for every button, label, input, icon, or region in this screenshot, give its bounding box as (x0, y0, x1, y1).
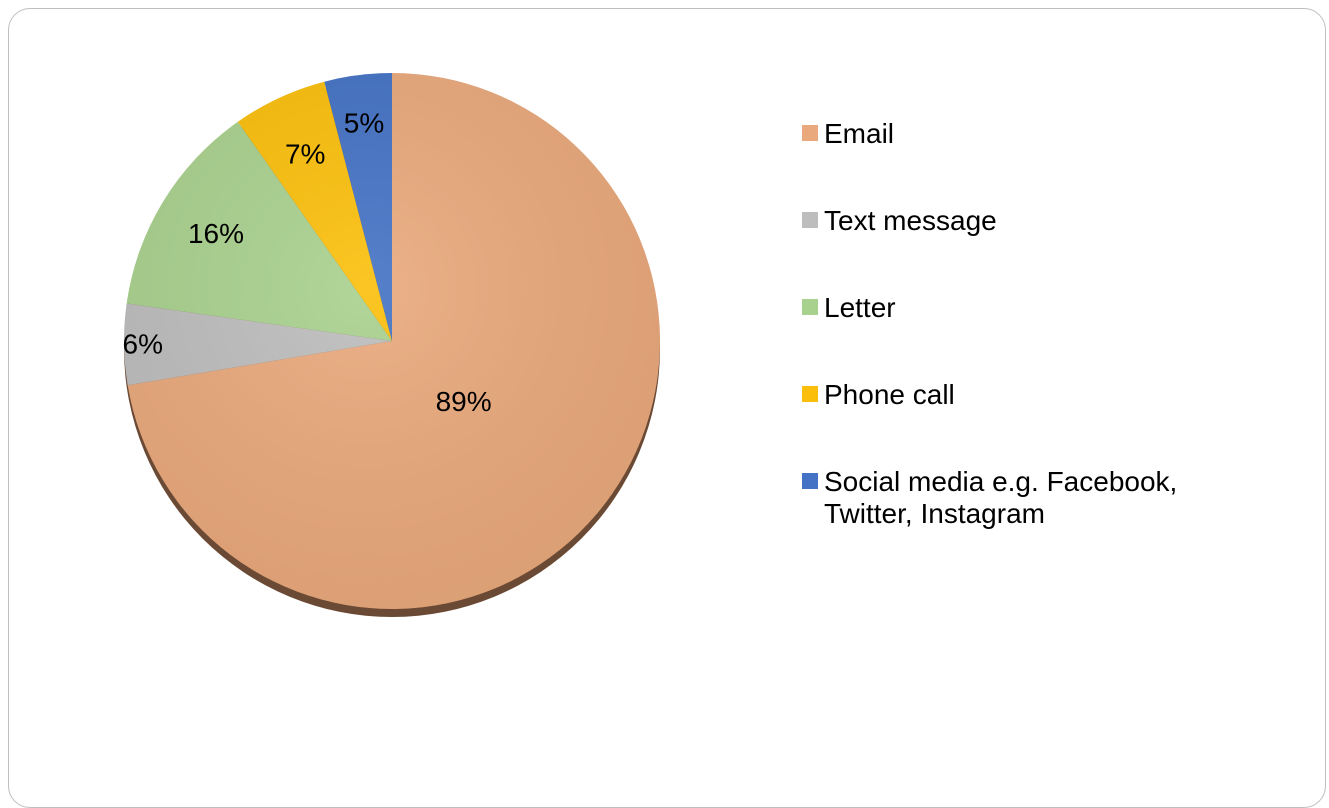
pie-label-letter: 16% (188, 218, 244, 249)
pie-slices (123, 73, 661, 610)
legend-label-text-message: Text message (824, 205, 997, 236)
legend-item-email: Email (802, 118, 1282, 150)
legend-swatch-phone-call (802, 386, 818, 402)
pie-label-phone: 7% (285, 138, 325, 169)
legend-swatch-letter (802, 299, 818, 315)
legend-label-social-media: Social media e.g. Facebook, Twitter, Ins… (824, 466, 1178, 529)
legend-item-letter: Letter (802, 292, 1282, 324)
legend-label-phone-call: Phone call (824, 379, 955, 410)
pie-label-email: 89% (436, 386, 492, 417)
legend-swatch-email (802, 125, 818, 141)
pie-label-social: 5% (344, 108, 384, 139)
legend-label-email: Email (824, 118, 895, 149)
pie-labels: 89% 6% 16% 7% 5% (123, 108, 492, 418)
legend-swatch-social-media (802, 473, 818, 489)
legend-label-letter: Letter (824, 292, 896, 323)
legend-item-phone-call: Phone call (802, 379, 1282, 411)
pie-label-text: 6% (123, 329, 163, 360)
legend-swatch-text-message (802, 212, 818, 228)
legend-item-social-media: Social media e.g. Facebook, Twitter, Ins… (802, 466, 1282, 530)
legend: Email Text message Letter Phone call Soc… (802, 118, 1282, 585)
legend-item-text-message: Text message (802, 205, 1282, 237)
